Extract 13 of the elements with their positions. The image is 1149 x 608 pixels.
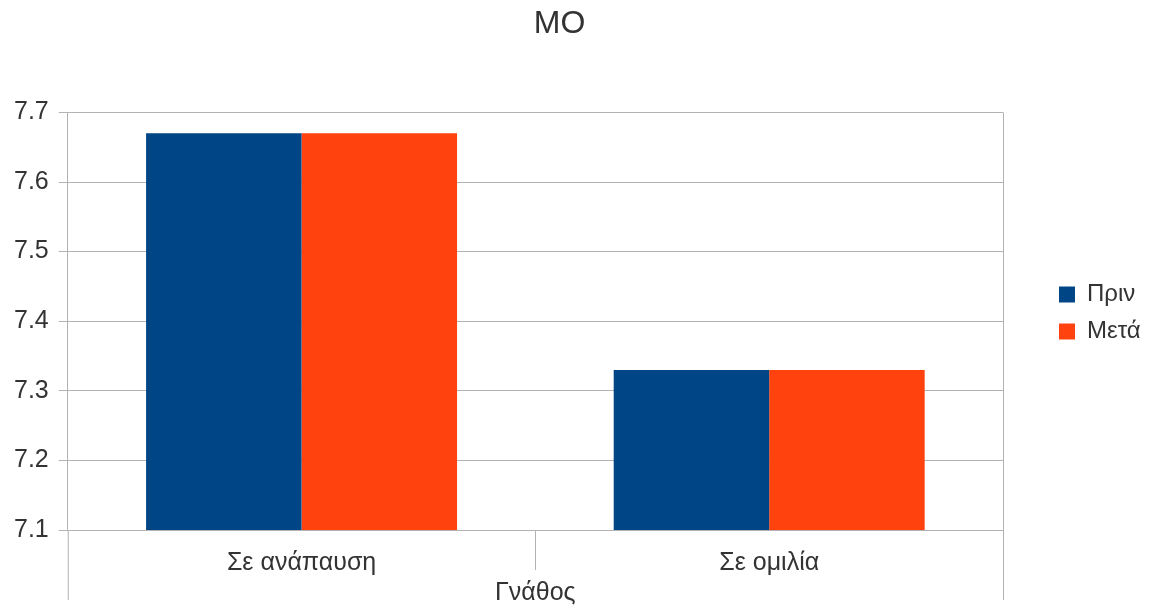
y-tick-label: 7.4 xyxy=(13,305,49,334)
y-tick-label: 7.3 xyxy=(13,374,49,403)
y-tick-label: 7.6 xyxy=(13,165,49,194)
x-tick-label: Σε ομιλία xyxy=(719,546,820,575)
y-tick-label: 7.1 xyxy=(13,513,49,542)
legend-label: Μετά xyxy=(1087,316,1141,344)
y-tick-label: 7.7 xyxy=(13,96,49,125)
y-tick-label: 7.5 xyxy=(13,235,49,264)
x-axis-title: Γνάθος xyxy=(495,576,576,605)
y-tick-label: 7.2 xyxy=(13,444,49,473)
x-tick-label: Σε ανάπαυση xyxy=(226,546,377,575)
chart-title: MO xyxy=(533,4,586,41)
legend-label: Πριν xyxy=(1087,279,1136,307)
